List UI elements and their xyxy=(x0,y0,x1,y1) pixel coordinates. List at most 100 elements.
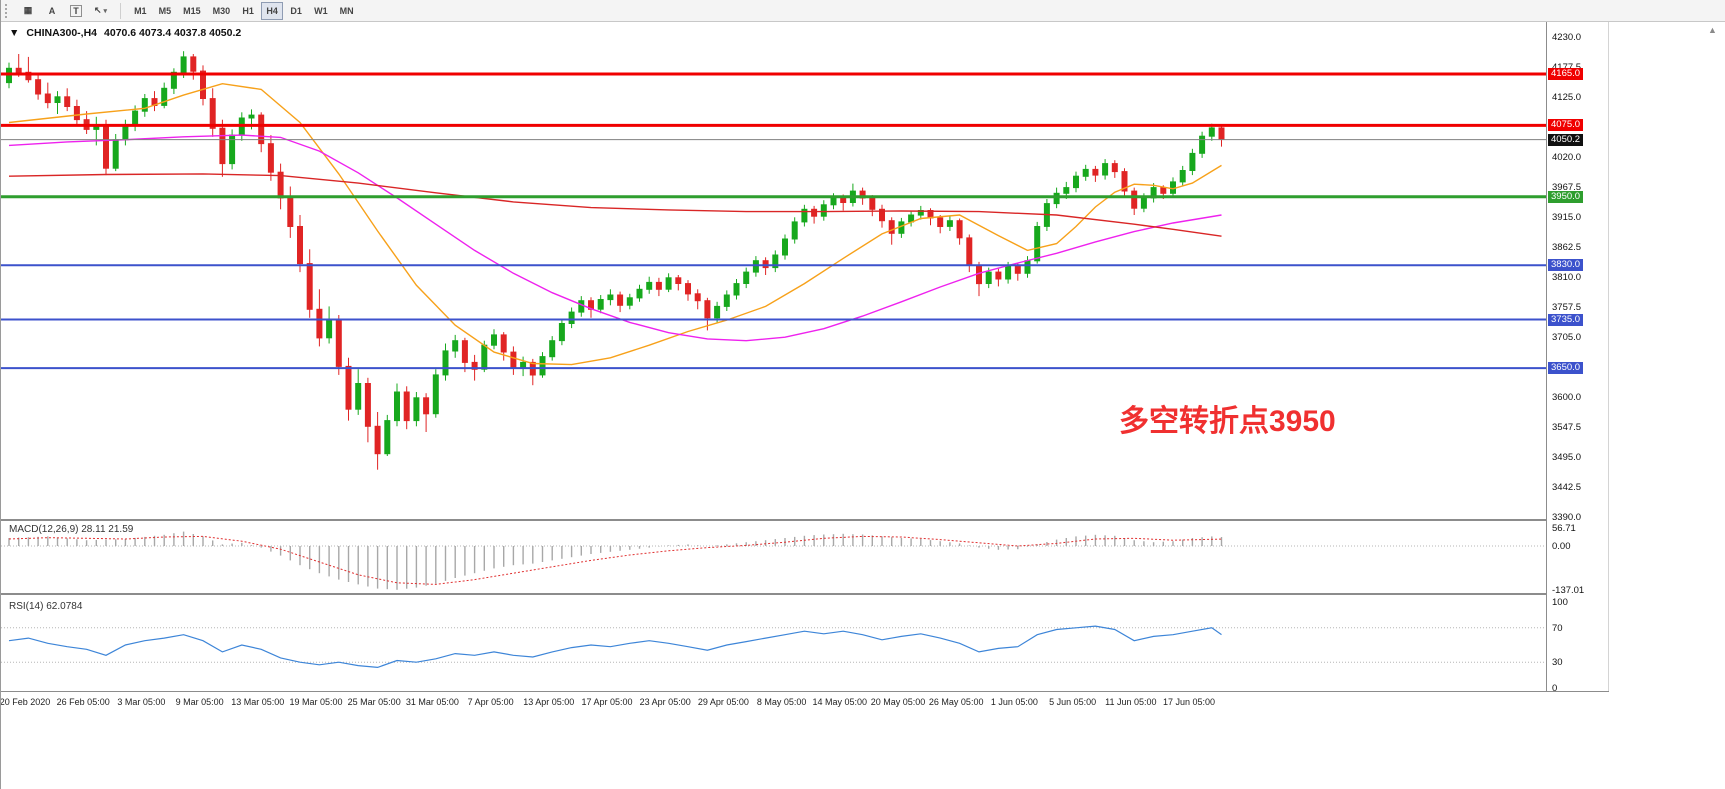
time-axis-label: 1 Jun 05:00 xyxy=(990,697,1038,707)
rsi-indicator-label: RSI(14) 62.0784 xyxy=(9,601,83,612)
candlesticks xyxy=(6,51,1225,470)
chart-annotation-text[interactable]: 多空转折点3950 xyxy=(1119,405,1336,438)
candle-body xyxy=(1121,171,1128,192)
time-axis-label: 17 Apr 05:00 xyxy=(581,697,633,707)
candle-body xyxy=(733,283,740,296)
timeframe-h4-button[interactable]: H4 xyxy=(261,1,284,20)
candle-body xyxy=(1189,152,1196,171)
rsi-panel[interactable] xyxy=(1,597,1546,690)
macd-indicator-label: MACD(12,26,9) 28.11 21.59 xyxy=(9,524,134,535)
candle-body xyxy=(1199,135,1206,154)
candle-body xyxy=(122,124,129,141)
time-axis-label: 13 Apr 05:00 xyxy=(523,697,575,707)
candle-body xyxy=(820,204,827,217)
candle-body xyxy=(1218,127,1225,141)
current-price-tag: 4050.2 xyxy=(1548,134,1584,146)
chart-grid-icon[interactable]: ▦ xyxy=(17,2,39,20)
candle-body xyxy=(1102,163,1109,176)
candle-body xyxy=(335,320,342,367)
chevron-down-icon: ▾ xyxy=(103,7,108,15)
candle-body xyxy=(578,300,585,313)
time-axis-label: 19 Mar 05:00 xyxy=(289,697,343,707)
timeframe-w1-button[interactable]: W1 xyxy=(309,2,333,20)
candle-body xyxy=(1082,168,1089,177)
price-axis-label: 4230.0 xyxy=(1552,32,1582,43)
main-chart-panel[interactable] xyxy=(1,22,1546,519)
candle-body xyxy=(180,56,187,73)
candle-body xyxy=(956,220,963,239)
candle-body xyxy=(510,351,517,369)
candle-body xyxy=(1073,175,1079,189)
timeframe-m15-button[interactable]: M15 xyxy=(178,2,206,20)
price-axis-label: 3705.0 xyxy=(1552,332,1582,343)
time-axis-label: 5 Jun 05:00 xyxy=(1049,697,1097,707)
panel-separator[interactable] xyxy=(1,519,1609,521)
candle-body xyxy=(1063,187,1070,194)
toolbar-grip[interactable] xyxy=(5,3,10,18)
price-axis-label: 3442.5 xyxy=(1552,482,1582,493)
price-axis-label: 3495.0 xyxy=(1552,452,1582,463)
candle-body xyxy=(966,237,973,266)
candle-body xyxy=(345,365,352,410)
candle-body xyxy=(35,79,42,95)
timeframe-d1-button[interactable]: D1 xyxy=(285,2,307,20)
candle-body xyxy=(461,340,468,363)
candle-body xyxy=(1092,168,1099,176)
candle-body xyxy=(287,197,294,227)
timeframe-m1-button[interactable]: M1 xyxy=(129,2,152,20)
panel-separator[interactable] xyxy=(1,593,1609,595)
candle-body xyxy=(1179,170,1186,183)
timeframe-m5-button[interactable]: M5 xyxy=(154,2,177,20)
candle-body xyxy=(500,334,507,353)
price-tag: 4075.0 xyxy=(1548,119,1584,131)
time-axis-label: 31 Mar 05:00 xyxy=(405,697,459,707)
scroll-to-end-icon[interactable]: ▲ xyxy=(1708,25,1717,35)
candle-body xyxy=(743,271,750,285)
candle-body xyxy=(752,260,759,273)
price-axis-label: 3915.0 xyxy=(1552,212,1582,223)
toolbar-separator xyxy=(120,2,122,19)
time-axis[interactable]: 20 Feb 2020 26 Feb 05:00 3 Mar 05:00 9 Mar … xyxy=(1,691,1609,713)
chart-grid-icon: ▦ xyxy=(23,5,33,15)
time-axis-label: 14 May 05:00 xyxy=(812,697,868,707)
timeframe-mn-button[interactable]: MN xyxy=(335,2,359,20)
text-tool-icon[interactable]: T xyxy=(65,2,87,20)
candle-body xyxy=(597,299,604,310)
candle-body xyxy=(326,320,333,339)
price-axis[interactable]: 4230.04177.54125.04072.54020.03967.53915… xyxy=(1546,0,1609,694)
price-tag: 3650.0 xyxy=(1548,362,1584,374)
arrow-tool-button[interactable]: ↖ ▾ xyxy=(89,2,112,20)
candle-body xyxy=(471,361,478,370)
timeframe-h1-button[interactable]: H1 xyxy=(237,2,259,20)
time-axis-label: 9 Mar 05:00 xyxy=(175,697,224,707)
time-axis-label: 23 Apr 05:00 xyxy=(639,697,691,707)
timeframe-m30-button[interactable]: M30 xyxy=(208,2,236,20)
candle-body xyxy=(452,340,459,352)
time-axis-label: 11 Jun 05:00 xyxy=(1105,697,1157,707)
candle-body xyxy=(1014,265,1021,274)
candle-body xyxy=(568,311,575,325)
time-axis-label: 13 Mar 05:00 xyxy=(231,697,285,707)
candle-body xyxy=(539,356,546,376)
candle-body xyxy=(200,70,206,99)
macd-panel[interactable] xyxy=(1,521,1546,593)
candle-body xyxy=(141,98,148,112)
candle-body xyxy=(655,281,662,290)
rsi-axis-label: 70 xyxy=(1552,623,1563,634)
candle-body xyxy=(558,323,565,342)
candle-body xyxy=(840,197,847,203)
text-label-icon[interactable]: A xyxy=(41,2,63,20)
candle-body xyxy=(704,300,711,319)
candle-body xyxy=(617,294,624,306)
chart-collapse-icon[interactable]: ▼ xyxy=(9,27,20,39)
candle-body xyxy=(607,294,614,301)
candle-body xyxy=(646,281,653,290)
candle-body xyxy=(685,283,691,295)
price-axis-label: 3600.0 xyxy=(1552,392,1582,403)
candle-body xyxy=(1111,163,1118,173)
candle-body xyxy=(714,305,721,319)
price-axis-label: 4020.0 xyxy=(1552,152,1582,163)
candle-body xyxy=(1005,265,1012,280)
candle-body xyxy=(946,220,953,227)
